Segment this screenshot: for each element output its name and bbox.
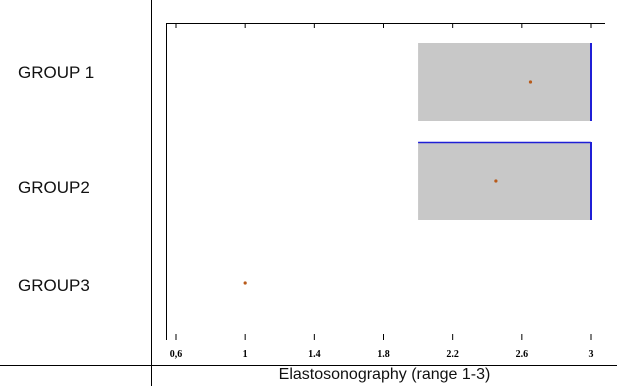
mean-marker	[494, 179, 498, 183]
x-tick-label: 1	[243, 349, 248, 360]
group-label: GROUP3	[18, 276, 90, 295]
box-rect	[418, 43, 591, 121]
mean-marker	[243, 281, 247, 285]
x-tick-label: 2.6	[516, 349, 529, 360]
x-tick-label: 1.8	[377, 349, 390, 360]
x-tick-label: 1.4	[308, 349, 321, 360]
x-tick-label: 0,6	[170, 349, 183, 360]
x-tick-label: 2.2	[446, 349, 459, 360]
mean-marker	[528, 80, 533, 84]
x-axis-title: Elastosonography (range 1-3)	[278, 366, 491, 383]
x-tick-label: 3	[589, 349, 594, 360]
box-rect	[418, 142, 591, 220]
group-label: GROUP2	[18, 178, 90, 197]
plot-area: 0,6 1 1.4 1.8 2.2 2.6 3	[166, 23, 605, 360]
group-label: GROUP 1	[18, 63, 95, 82]
